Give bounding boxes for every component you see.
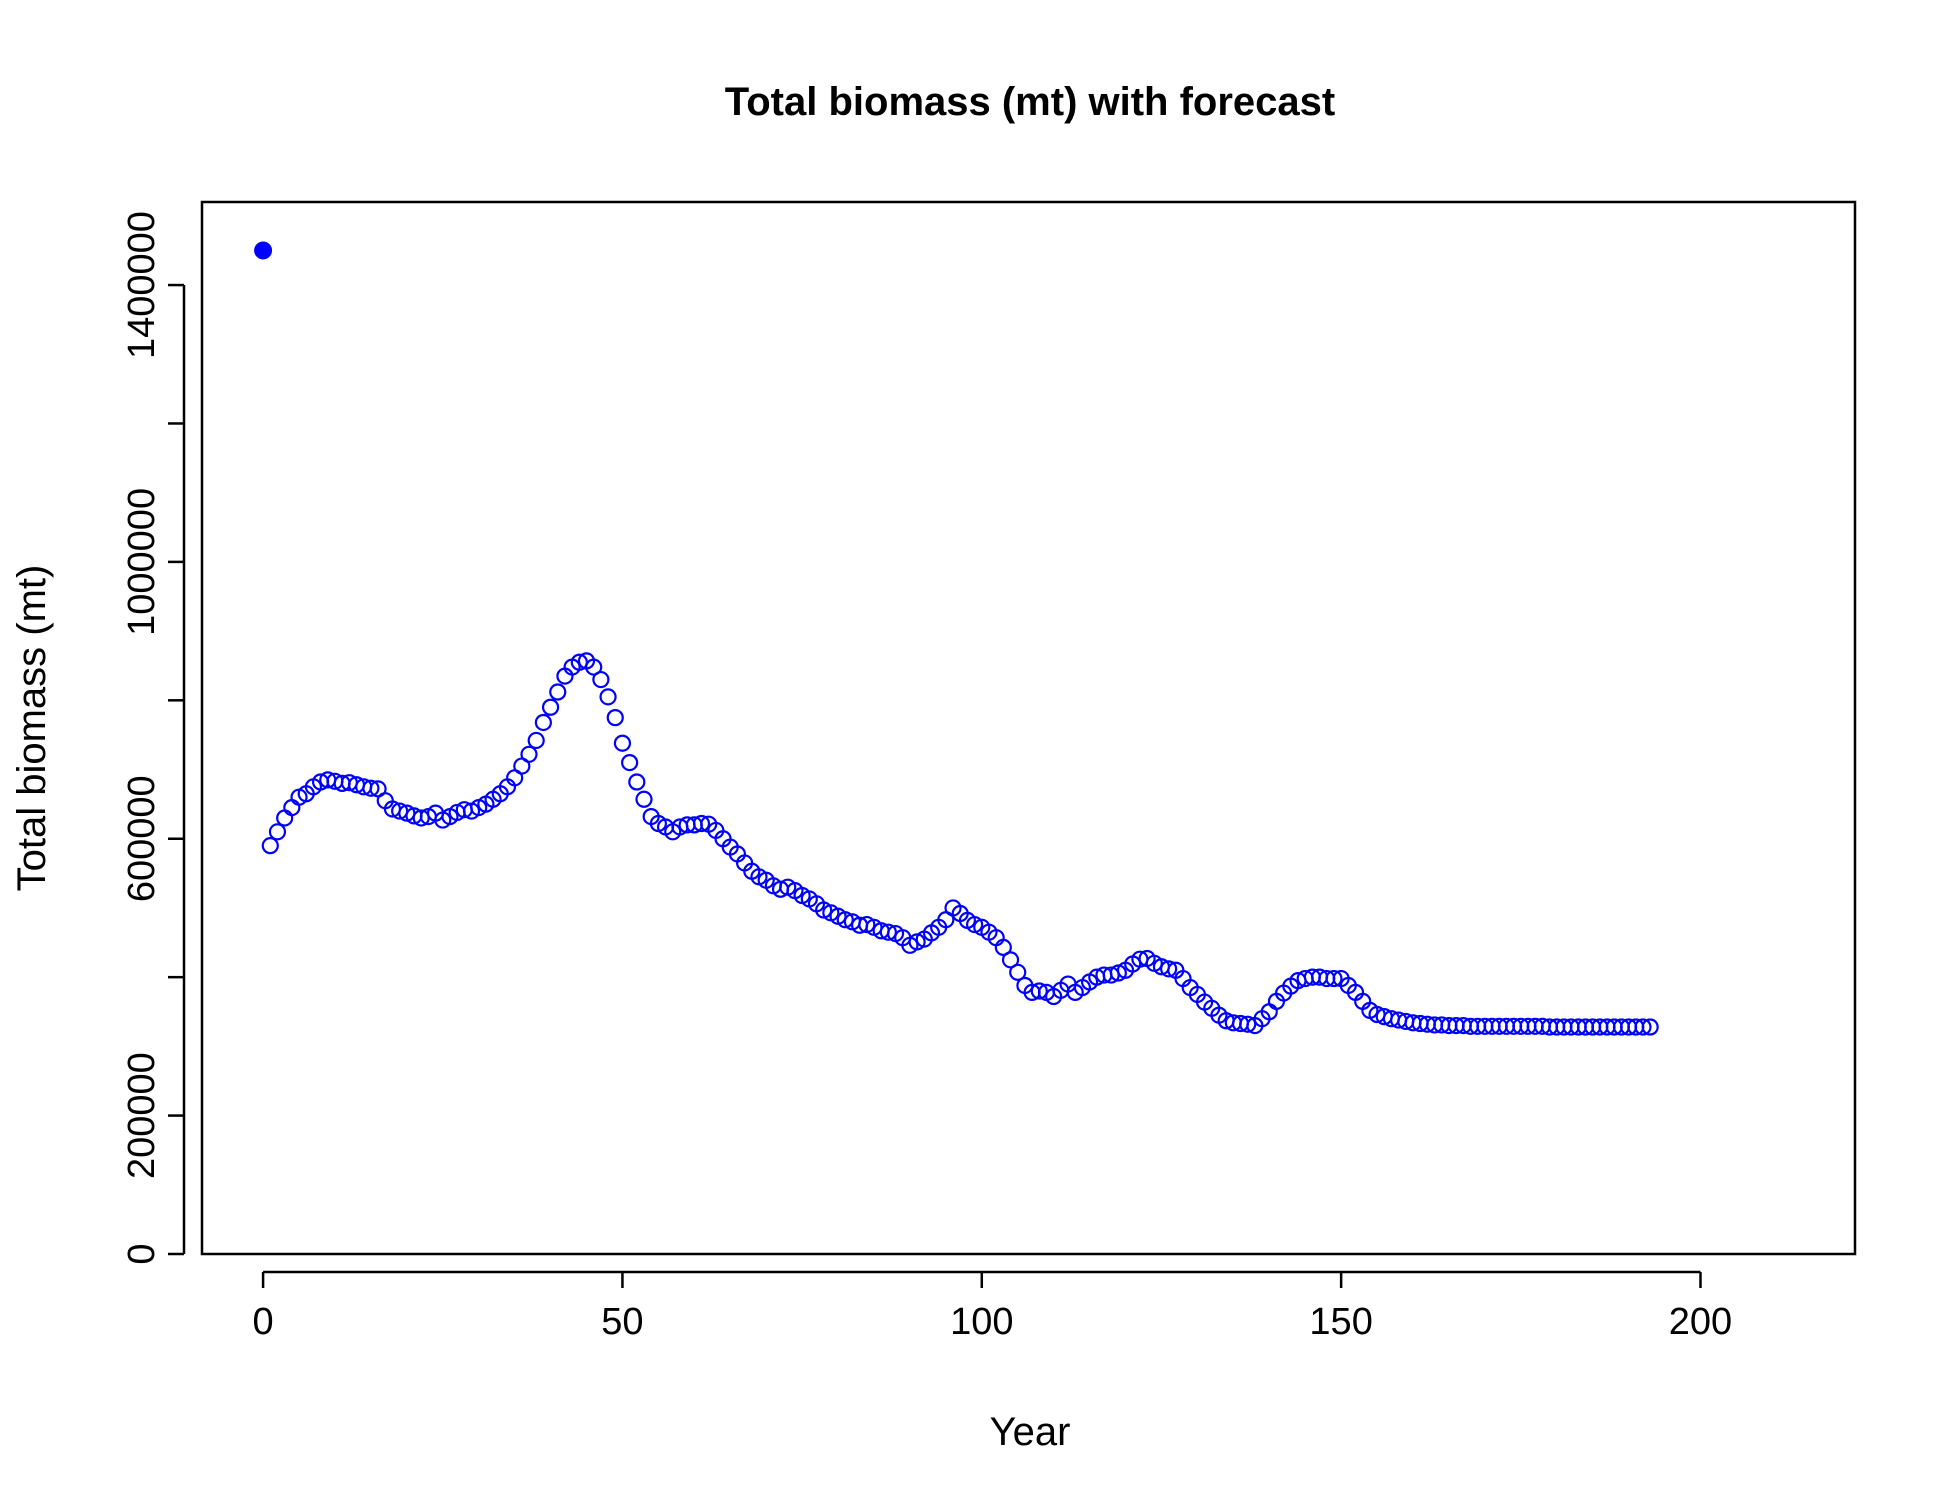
data-point [879, 923, 897, 941]
y-tick-label: 600000 [121, 775, 163, 902]
data-point [276, 809, 294, 827]
plot-area-border [200, 200, 1857, 1256]
y-axis-label: Total biomass (mt) [10, 565, 54, 892]
x-tick-label: 150 [1309, 1301, 1372, 1343]
y-tick-label: 1000000 [121, 488, 163, 636]
x-tick-label: 50 [601, 1301, 643, 1343]
data-point [621, 754, 639, 772]
y-tick-label: 200000 [121, 1052, 163, 1179]
data-point [549, 683, 567, 701]
data-point [613, 734, 632, 752]
data-point [541, 698, 560, 716]
data-point [1634, 1018, 1652, 1036]
data-point [1009, 963, 1027, 981]
data-point [1239, 1015, 1257, 1033]
x-tick-label: 0 [253, 1301, 274, 1343]
data-point [815, 901, 833, 919]
y-axis: 0 200000 600000 1000000 1400000 [121, 211, 186, 1265]
x-tick-label: 200 [1669, 1301, 1732, 1343]
x-axis: 0 50 100 150 200 [253, 1270, 1732, 1343]
data-point [628, 773, 646, 791]
chart-title: Total biomass (mt) with forecast [725, 80, 1335, 124]
data-point [268, 823, 287, 841]
data-point [1325, 969, 1343, 988]
data-point [1001, 951, 1020, 969]
data-points [254, 241, 1659, 1036]
data-point [527, 731, 545, 750]
data-point [1641, 1018, 1659, 1036]
data-point [585, 658, 603, 676]
x-axis-label: Year [990, 1410, 1071, 1454]
data-point [994, 938, 1012, 956]
data-point [1109, 964, 1127, 982]
data-point [692, 814, 711, 833]
data-point [254, 241, 273, 260]
data-point [908, 933, 926, 951]
data-point [599, 688, 617, 706]
data-point [261, 837, 279, 855]
data-point [520, 745, 538, 763]
y-tick-label: 1400000 [121, 211, 163, 359]
data-point [635, 790, 653, 808]
data-point [1030, 982, 1048, 1000]
data-point [606, 709, 624, 727]
data-point [362, 779, 380, 797]
y-tick-label: 0 [121, 1243, 163, 1264]
x-tick-label: 100 [950, 1301, 1013, 1343]
data-point [283, 798, 301, 817]
data-point [1160, 960, 1178, 978]
data-point [858, 915, 876, 934]
data-point [534, 713, 552, 732]
data-point [592, 670, 610, 689]
data-point [836, 911, 854, 929]
data-point [965, 915, 984, 934]
